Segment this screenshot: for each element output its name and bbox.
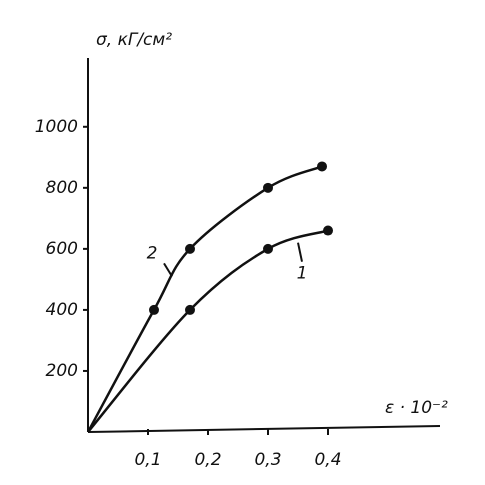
data-point [149,304,159,315]
curve [86,165,323,433]
y-tick-label: 400 [46,300,78,320]
y-tick-label: 800 [46,178,78,198]
series-label: 2 [147,243,158,263]
x-tick-label: 0,3 [254,450,281,470]
x-axis [87,425,441,433]
x-tick-label: 0,2 [194,450,221,470]
y-axis-label: σ, кГ/см² [96,30,172,50]
label-leader [163,262,173,277]
x-tick-label: 0,1 [134,450,161,470]
y-tick-label: 600 [46,239,78,259]
data-point [317,161,327,172]
data-point [263,243,273,254]
x-tick-label: 0,4 [314,450,341,470]
label-leader [297,242,303,262]
x-axis-label: ε · 10⁻² [385,398,448,418]
data-point [323,225,333,236]
data-point [263,182,273,193]
data-point [185,243,195,254]
data-point [185,304,195,315]
y-tick-label: 1000 [35,117,78,137]
y-tick-label: 200 [46,361,78,381]
series-label: 1 [297,264,308,284]
curve [87,229,329,433]
